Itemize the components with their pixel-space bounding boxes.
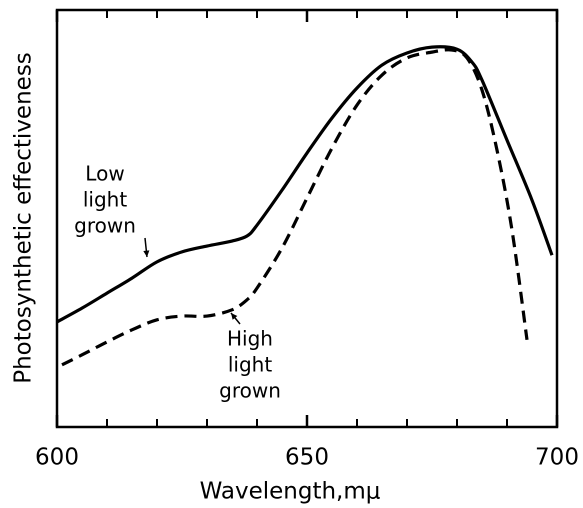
arrow-head xyxy=(143,250,150,257)
x-tick-label: 600 xyxy=(35,445,79,471)
series-label: High xyxy=(227,327,273,351)
y-axis-label: Photosynthetic effectiveness xyxy=(11,52,37,384)
x-axis-label: Wavelength,mμ xyxy=(200,479,381,505)
series-line xyxy=(56,45,554,324)
series-label: grown xyxy=(74,214,136,238)
series-label: light xyxy=(228,353,272,377)
series-label: light xyxy=(83,188,127,212)
series-label: Low xyxy=(85,162,124,186)
series-label: grown xyxy=(219,379,281,403)
series-line xyxy=(61,48,529,367)
x-tick-label: 700 xyxy=(535,445,579,471)
arrow-head xyxy=(231,313,238,320)
x-tick-label: 650 xyxy=(285,445,329,471)
